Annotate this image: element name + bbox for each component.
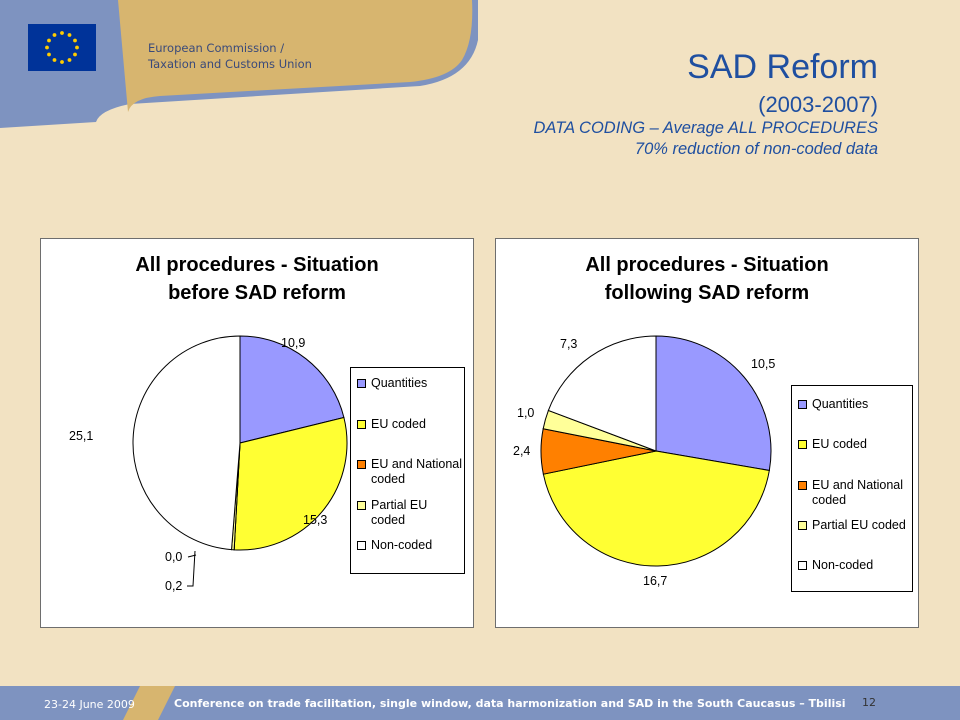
legend-label: Quantities — [371, 376, 428, 390]
footer-notch — [123, 686, 175, 720]
chart-title-line-2: following SAD reform — [604, 282, 810, 304]
footer-conference: Conference on trade facilitation, single… — [174, 697, 846, 710]
legend-item: EU coded — [798, 437, 867, 452]
header-swoosh-tan — [118, 0, 473, 112]
pie-slice-non-coded — [132, 335, 241, 551]
chart-title: All procedures - Situation following SAD… — [496, 251, 918, 307]
chart-title-line-1: All procedures - Situation — [585, 254, 829, 276]
legend-swatch — [357, 460, 366, 469]
data-label: 10,5 — [751, 357, 775, 371]
data-label: 0,2 — [165, 579, 182, 593]
pie-slice-eu-coded — [233, 416, 348, 551]
legend-swatch — [357, 379, 366, 388]
legend-item: Non-coded — [798, 558, 873, 573]
pie-chart-after: All procedures - Situation following SAD… — [495, 238, 919, 628]
pie-slice-quantities — [655, 335, 772, 472]
legend-swatch — [798, 440, 807, 449]
data-label: 25,1 — [69, 429, 93, 443]
chart-title-line-2: before SAD reform — [168, 282, 346, 304]
legend-label: Non-coded — [371, 538, 433, 552]
legend-swatch — [357, 541, 366, 550]
label-leader-line — [187, 550, 196, 587]
pie-slice-eu-coded — [542, 450, 770, 567]
pie-chart-before: All procedures - Situation before SAD re… — [40, 238, 474, 628]
data-label: 1,0 — [517, 406, 534, 420]
eu-flag-logo — [28, 24, 96, 71]
data-label: 10,9 — [281, 336, 305, 350]
pie-slice-quantities — [239, 335, 345, 444]
pie-plot: 10,5 16,7 2,4 1,0 7,3 — [513, 335, 775, 588]
pie-plot: 10,9 15,3 0,0 0,2 25,1 — [69, 335, 348, 593]
legend-label: EU and National coded — [371, 457, 463, 486]
slide-title: SAD Reform — [687, 48, 878, 86]
chart-legend: Quantities EU coded EU and National coded Pa… — [350, 367, 465, 574]
chart-title: All procedures - Situation before SAD re… — [41, 251, 473, 307]
org-line-1: European Commission / — [148, 41, 285, 55]
data-label: 0,0 — [165, 550, 182, 564]
legend-label: EU and National coded — [812, 478, 904, 507]
slide-subtitle-1: DATA CODING – Average ALL PROCEDURES — [533, 119, 878, 137]
data-label: 16,7 — [643, 574, 667, 588]
data-label: 15,3 — [303, 513, 327, 527]
chart-title-line-1: All procedures - Situation — [135, 254, 379, 276]
legend-label: Partial EU coded — [371, 498, 428, 527]
footer-date: 23-24 June 2009 — [44, 698, 135, 711]
legend-item: Quantities — [798, 397, 868, 412]
legend-label: Quantities — [812, 397, 869, 411]
chart-legend: Quantities EU coded EU and National coded Pa… — [791, 385, 913, 592]
legend-item: EU and National coded — [357, 457, 462, 487]
legend-item: Partial EU coded — [798, 518, 906, 533]
data-label: 7,3 — [560, 337, 577, 351]
page-number: 12 — [862, 696, 876, 709]
legend-swatch — [798, 561, 807, 570]
slide-subtitle-2: 70% reduction of non-coded data — [634, 140, 878, 158]
legend-label: Partial EU coded — [812, 518, 906, 532]
legend-item: Partial EU coded — [357, 498, 464, 528]
pie-slice-non-coded — [547, 335, 657, 452]
legend-item: Non-coded — [357, 538, 432, 553]
slide-title-block: SAD Reform (2003-2007) DATA CODING – Ave… — [534, 48, 878, 160]
legend-label: EU coded — [371, 417, 426, 431]
legend-label: EU coded — [812, 437, 867, 451]
slide-years: (2003-2007) — [758, 92, 878, 117]
org-line-2: Taxation and Customs Union — [148, 57, 312, 71]
legend-label: Non-coded — [812, 558, 874, 572]
footer: 23-24 June 2009 Conference on trade faci… — [0, 686, 960, 720]
legend-swatch — [798, 481, 807, 490]
legend-item: EU coded — [357, 417, 426, 432]
organization-name: European Commission / Taxation and Custo… — [148, 40, 312, 72]
legend-swatch — [798, 400, 807, 409]
legend-item: EU and National coded — [798, 478, 903, 508]
data-label: 2,4 — [513, 444, 530, 458]
legend-swatch — [798, 521, 807, 530]
legend-swatch — [357, 501, 366, 510]
legend-swatch — [357, 420, 366, 429]
legend-item: Quantities — [357, 376, 427, 391]
